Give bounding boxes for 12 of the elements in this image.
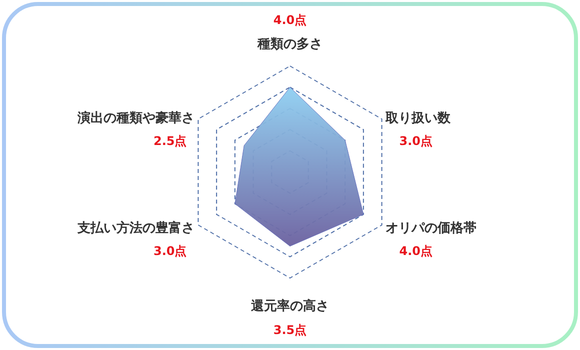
text: 3.0点 [399, 134, 433, 148]
text: 3.0点 [153, 244, 187, 258]
text: 3.5点 [273, 323, 307, 337]
spoke-label: 演出の種類や豪華さ [76, 110, 195, 126]
text: 2.5点 [153, 134, 187, 148]
spoke-label: 取り扱い数 [384, 111, 452, 126]
text: 4.0点 [273, 13, 307, 27]
spoke-label: 還元率の高さ [250, 298, 329, 314]
spoke-label: オリパの価格帯 [385, 221, 476, 236]
spoke-label: 種類の多さ [256, 37, 322, 52]
spoke-label: 支払い方法の豊富さ [76, 220, 195, 236]
text: 4.0点 [399, 244, 433, 258]
